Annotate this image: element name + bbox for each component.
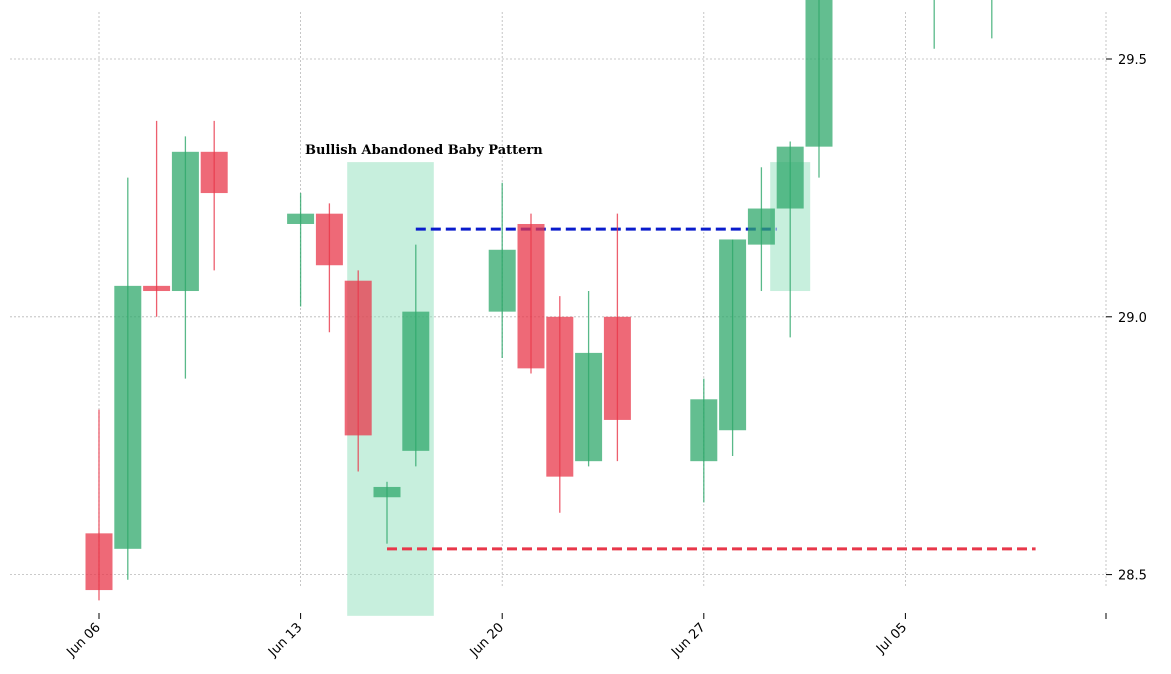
candle (287, 193, 315, 307)
candle-body (171, 151, 199, 292)
y-tick-label: 29.5 (1118, 53, 1147, 68)
y-axis: 28.529.029.530.030.5 (1106, 53, 1147, 584)
x-tick-label: Jun 06 (64, 620, 104, 660)
candle (719, 239, 747, 457)
candle (690, 378, 718, 503)
candle-body (373, 486, 401, 498)
candle (344, 270, 372, 472)
candle-body (546, 316, 574, 477)
candle (488, 182, 516, 359)
candle-body (85, 533, 113, 591)
candle (603, 213, 631, 462)
x-tick-label: Jun 20 (467, 620, 507, 660)
candle (575, 291, 603, 467)
candle (373, 481, 401, 544)
candle (143, 120, 171, 317)
candle (315, 203, 343, 333)
candle-body (575, 352, 603, 462)
candle-body (344, 280, 372, 436)
candle (517, 213, 545, 374)
candle-body (488, 249, 516, 312)
candle-body (114, 285, 142, 549)
candle-body (143, 285, 171, 292)
candle (85, 409, 113, 601)
candle (747, 167, 775, 292)
candle-body (776, 146, 804, 209)
candle (546, 296, 574, 513)
candle-body (719, 239, 747, 431)
candle (171, 136, 199, 379)
reference-lines (387, 227, 1036, 551)
candle-body (690, 399, 718, 462)
candle (776, 141, 804, 338)
candle-body (315, 213, 343, 266)
candle (114, 177, 142, 580)
candle-body (603, 316, 631, 420)
candle-body (287, 213, 315, 224)
candle (933, 0, 935, 49)
candle (402, 244, 430, 467)
candle-body (200, 151, 228, 194)
candle-body (805, 0, 833, 147)
vertical-gridlines (98, 12, 1107, 588)
candles (85, 0, 993, 601)
candle (991, 0, 993, 39)
candle-body (402, 311, 430, 451)
y-tick-label: 28.5 (1118, 569, 1147, 584)
candle (200, 120, 228, 271)
x-tick-label: Jul 05 (873, 620, 910, 657)
y-tick-label: 29.0 (1118, 311, 1147, 326)
pattern-annotation: Bullish Abandoned Baby Pattern (305, 143, 543, 158)
candle (805, 0, 833, 178)
x-axis: Jun 06 Jun 13 Jun 20 Jun 27 Jul 05 (64, 613, 1107, 661)
candle-body (517, 223, 545, 369)
x-tick-label: Jun 13 (265, 620, 305, 660)
candle-body (747, 208, 775, 245)
x-tick-label: Jun 27 (668, 620, 708, 660)
